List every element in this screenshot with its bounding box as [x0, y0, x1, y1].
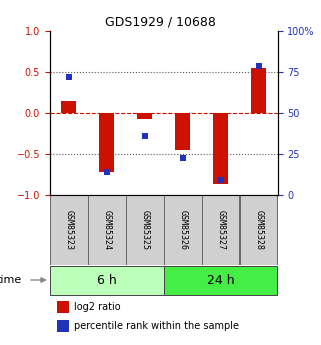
- Bar: [251, 68, 266, 113]
- Bar: [61, 100, 76, 113]
- Point: [256, 63, 261, 69]
- Bar: [50, 195, 88, 265]
- Point: [218, 177, 223, 183]
- Text: GSM85326: GSM85326: [178, 209, 187, 249]
- Bar: [240, 195, 277, 265]
- Point: [180, 155, 185, 160]
- Bar: [137, 113, 152, 119]
- Text: log2 ratio: log2 ratio: [74, 302, 120, 312]
- Point: [142, 133, 147, 138]
- Bar: [202, 195, 239, 265]
- Text: GSM85325: GSM85325: [140, 209, 149, 249]
- Text: GSM85328: GSM85328: [254, 209, 263, 249]
- Bar: [99, 113, 114, 172]
- Text: GSM85327: GSM85327: [216, 209, 225, 249]
- Text: 6 h: 6 h: [97, 274, 117, 286]
- Bar: [56, 301, 69, 313]
- Bar: [164, 266, 277, 295]
- Bar: [164, 195, 202, 265]
- Point: [66, 74, 71, 80]
- Bar: [175, 113, 190, 150]
- Text: GSM85323: GSM85323: [64, 209, 73, 249]
- Bar: [213, 113, 228, 184]
- Bar: [126, 195, 163, 265]
- Bar: [56, 320, 69, 332]
- Text: 24 h: 24 h: [207, 274, 235, 286]
- Bar: [50, 266, 163, 295]
- Text: time: time: [0, 275, 22, 285]
- Text: percentile rank within the sample: percentile rank within the sample: [74, 321, 239, 331]
- Point: [104, 170, 109, 175]
- Text: GSM85324: GSM85324: [102, 209, 111, 249]
- Text: GDS1929 / 10688: GDS1929 / 10688: [105, 16, 216, 29]
- Bar: [88, 195, 126, 265]
